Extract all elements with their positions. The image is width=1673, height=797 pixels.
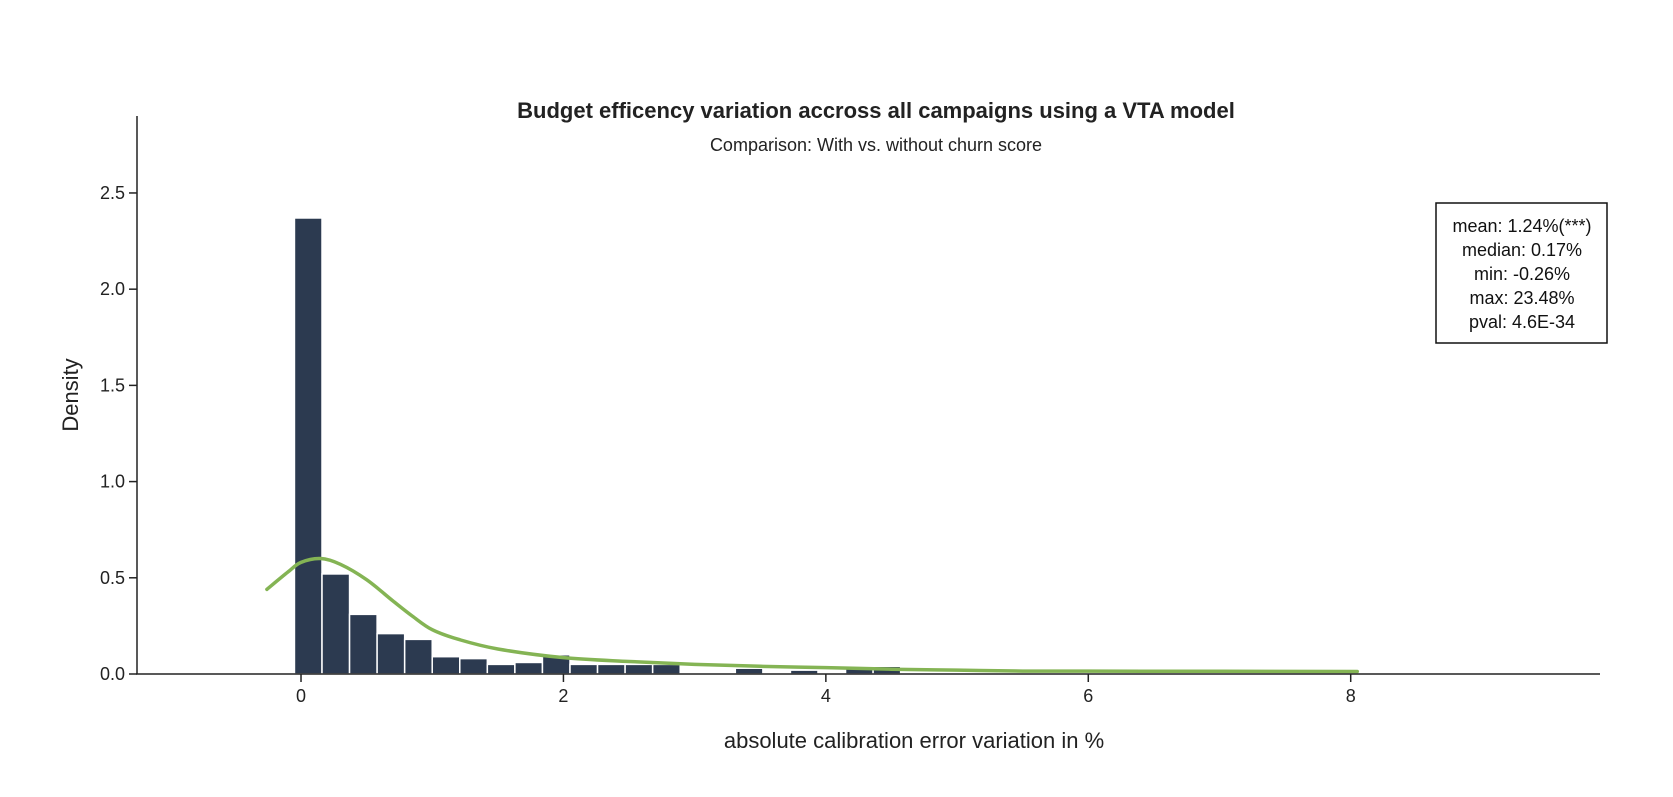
kde-curve [265, 556, 1360, 674]
histogram-bar [596, 663, 626, 675]
y-tick-label: 0.5 [100, 568, 125, 588]
y-tick-label: 2.5 [100, 183, 125, 203]
x-tick-label: 6 [1083, 686, 1093, 706]
histogram-bar [569, 663, 599, 675]
y-tick-label: 0.0 [100, 664, 125, 684]
y-axis-label: Density [58, 358, 83, 431]
x-tick-label: 0 [296, 686, 306, 706]
histogram-bar [734, 667, 764, 675]
chart-title: Budget efficency variation accross all c… [517, 98, 1235, 123]
histogram-bar [486, 663, 516, 675]
histogram-bar [376, 632, 406, 675]
histogram-bar [431, 655, 461, 675]
histogram-bar [321, 573, 351, 675]
stats-median: median: 0.17% [1462, 240, 1582, 260]
stats-min: min: -0.26% [1474, 264, 1570, 284]
y-tick-label: 1.0 [100, 472, 125, 492]
histogram-bar [348, 613, 378, 675]
histogram-bars [293, 217, 902, 675]
x-axis-ticks: 0 2 4 6 8 [296, 674, 1356, 706]
histogram-bar [624, 663, 654, 675]
stats-max: max: 23.48% [1469, 288, 1574, 308]
y-tick-label: 2.0 [100, 279, 125, 299]
stats-box-frame [1435, 202, 1608, 344]
y-tick-label: 1.5 [100, 375, 125, 395]
chart-subtitle: Comparison: With vs. without churn score [710, 135, 1042, 155]
stats-box: mean: 1.24%(***) median: 0.17% min: -0.2… [1435, 202, 1608, 344]
histogram-bar [651, 663, 681, 675]
x-tick-label: 4 [821, 686, 831, 706]
x-tick-label: 2 [558, 686, 568, 706]
histogram-bar [403, 638, 433, 675]
histogram-bar [459, 657, 489, 675]
stats-pval: pval: 4.6E-34 [1469, 312, 1575, 332]
histogram-bar [514, 661, 544, 675]
stats-mean: mean: 1.24%(***) [1452, 216, 1591, 236]
x-axis-label: absolute calibration error variation in … [724, 728, 1104, 753]
x-tick-label: 8 [1346, 686, 1356, 706]
y-axis-ticks: 0.0 0.5 1.0 1.5 2.0 2.5 [100, 183, 137, 684]
histogram-bar [293, 217, 323, 675]
